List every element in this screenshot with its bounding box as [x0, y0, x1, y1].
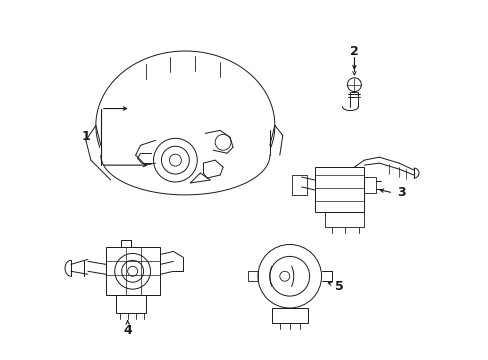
Bar	[314, 167, 364, 212]
Bar	[271, 308, 307, 323]
Bar	[247, 271, 257, 281]
Text: 5: 5	[334, 280, 343, 293]
Bar	[364, 177, 375, 193]
Text: 3: 3	[396, 186, 405, 199]
Text: 4: 4	[123, 324, 132, 337]
Text: 2: 2	[349, 45, 358, 58]
Bar	[116, 295, 145, 313]
Bar	[291, 175, 306, 195]
Bar	[105, 247, 160, 295]
Text: 1: 1	[81, 130, 90, 143]
Bar	[324, 212, 364, 227]
